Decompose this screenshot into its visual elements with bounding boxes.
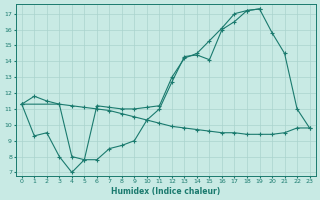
X-axis label: Humidex (Indice chaleur): Humidex (Indice chaleur) <box>111 187 220 196</box>
